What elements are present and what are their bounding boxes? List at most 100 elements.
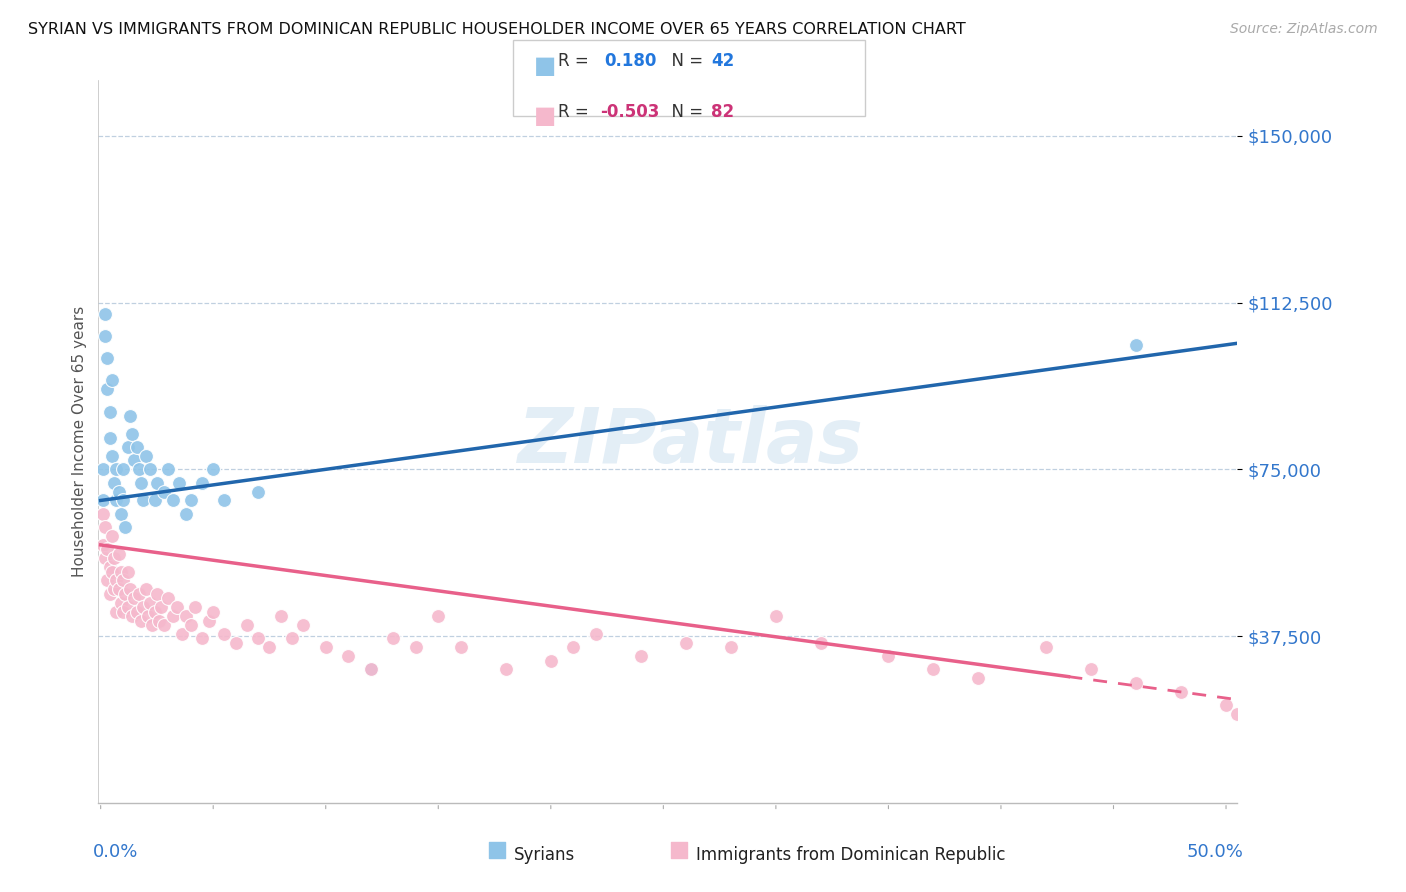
- Point: [94, 551, 117, 566]
- Point: [967, 671, 990, 685]
- Text: N =: N =: [661, 103, 709, 120]
- Point: [101, 373, 124, 387]
- Point: [1237, 796, 1260, 810]
- Point: [247, 484, 270, 499]
- Point: [117, 440, 139, 454]
- Point: [94, 307, 117, 321]
- Point: [105, 462, 128, 476]
- Point: [118, 409, 141, 423]
- Point: [110, 565, 132, 579]
- Text: 50.0%: 50.0%: [1187, 843, 1243, 861]
- Point: [105, 493, 128, 508]
- Point: [292, 618, 315, 632]
- Point: [110, 596, 132, 610]
- Text: R =: R =: [558, 52, 599, 70]
- Point: [103, 582, 125, 597]
- Point: [170, 627, 193, 641]
- Point: [118, 582, 141, 597]
- Point: [132, 600, 155, 615]
- Text: ■: ■: [534, 54, 557, 78]
- Point: [315, 640, 337, 655]
- Point: [105, 574, 128, 588]
- Text: 0.180: 0.180: [605, 52, 657, 70]
- Point: [91, 462, 114, 476]
- Point: [98, 587, 121, 601]
- Point: [146, 587, 169, 601]
- Text: 82: 82: [711, 103, 734, 120]
- Point: [107, 484, 129, 499]
- Text: Source: ZipAtlas.com: Source: ZipAtlas.com: [1230, 22, 1378, 37]
- Point: [360, 662, 382, 676]
- Point: [405, 640, 427, 655]
- Point: [112, 574, 135, 588]
- Point: [103, 551, 125, 566]
- Point: [162, 609, 184, 624]
- Point: [98, 560, 121, 574]
- Point: [202, 605, 225, 619]
- Text: N =: N =: [661, 52, 709, 70]
- Point: [128, 462, 150, 476]
- Point: [91, 538, 114, 552]
- Point: [174, 507, 197, 521]
- Point: [129, 475, 152, 490]
- Point: [132, 493, 155, 508]
- Point: [1125, 338, 1147, 352]
- Text: R =: R =: [558, 103, 595, 120]
- Point: [810, 636, 832, 650]
- Point: [166, 600, 188, 615]
- Point: [180, 618, 202, 632]
- Point: [150, 600, 173, 615]
- Point: [101, 449, 124, 463]
- Point: [124, 453, 146, 467]
- Point: [94, 520, 117, 534]
- Point: [128, 587, 150, 601]
- Point: [96, 574, 118, 588]
- Point: [450, 640, 472, 655]
- Text: ■: ■: [534, 104, 557, 128]
- Point: [180, 493, 202, 508]
- Point: [107, 582, 129, 597]
- Point: [98, 431, 121, 445]
- Point: [259, 640, 281, 655]
- Point: [136, 609, 159, 624]
- Point: [112, 462, 135, 476]
- Point: [143, 605, 166, 619]
- Point: [139, 596, 162, 610]
- Point: [112, 605, 135, 619]
- Point: [162, 493, 184, 508]
- Point: [112, 493, 135, 508]
- Point: [427, 609, 450, 624]
- Point: [121, 426, 143, 441]
- Point: [98, 404, 121, 418]
- Point: [96, 382, 118, 396]
- Point: [202, 462, 225, 476]
- Point: [96, 542, 118, 557]
- Point: [91, 507, 114, 521]
- Point: [96, 351, 118, 366]
- Point: [124, 591, 146, 606]
- Point: [135, 582, 157, 597]
- Point: [184, 600, 207, 615]
- Point: [117, 600, 139, 615]
- Point: [121, 609, 143, 624]
- Text: -0.503: -0.503: [600, 103, 659, 120]
- Point: [125, 440, 148, 454]
- Point: [540, 653, 562, 667]
- Point: [191, 632, 214, 646]
- Point: [143, 493, 166, 508]
- Point: [125, 605, 148, 619]
- Point: [236, 618, 259, 632]
- Point: [114, 587, 136, 601]
- Point: [169, 475, 191, 490]
- Point: [94, 329, 117, 343]
- Point: [922, 662, 945, 676]
- Point: [107, 547, 129, 561]
- Point: [105, 605, 128, 619]
- Point: [103, 475, 125, 490]
- Point: [720, 640, 742, 655]
- Point: [135, 449, 157, 463]
- Point: [281, 632, 304, 646]
- Point: [630, 649, 652, 664]
- Point: [101, 565, 124, 579]
- Point: [1226, 706, 1249, 721]
